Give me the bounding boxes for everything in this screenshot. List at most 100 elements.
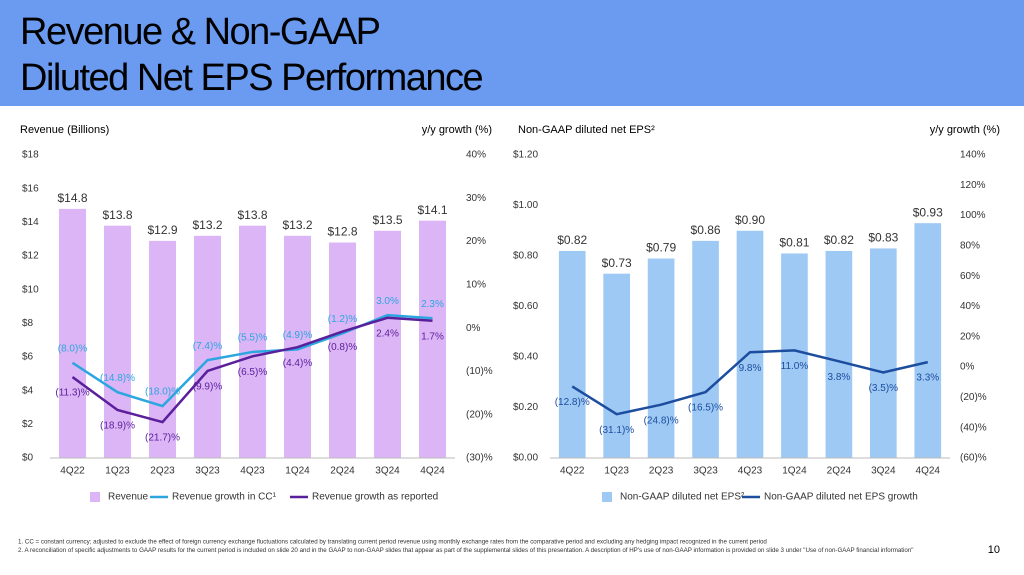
line-value-label: 3.8% — [827, 372, 850, 383]
line-value-label: 3.3% — [916, 373, 939, 384]
y2-tick-label: 20% — [466, 236, 486, 247]
y-tick-label: $2 — [22, 419, 34, 430]
y2-tick-label: 40% — [960, 301, 980, 312]
line-value-label: (3.5)% — [869, 383, 899, 394]
bar-value-label: $0.73 — [602, 256, 632, 270]
line-value-label: (7.4)% — [193, 341, 223, 352]
line-value-label: (31.1)% — [599, 425, 634, 436]
bar — [647, 258, 675, 458]
y2-tick-label: 80% — [960, 241, 980, 252]
y2-tick-label: 20% — [960, 331, 980, 342]
bar — [692, 240, 719, 458]
bar-value-label: $14.1 — [417, 203, 447, 217]
line-value-label: (18.0)% — [145, 387, 180, 398]
y2-tick-label: (30)% — [466, 453, 493, 464]
x-tick-label: 3Q23 — [195, 466, 220, 477]
line-value-label: (4.4)% — [283, 358, 313, 369]
y2-axis-label: y/y growth (%) — [422, 124, 492, 136]
y2-tick-label: (60)% — [960, 453, 987, 464]
line-series — [71, 316, 433, 424]
header-band — [0, 0, 1024, 106]
x-tick-label: 4Q22 — [560, 466, 585, 477]
x-tick-label: 1Q24 — [285, 466, 310, 477]
y2-tick-label: (40)% — [960, 422, 987, 433]
y-tick-label: $10 — [22, 284, 39, 295]
x-tick-label: 2Q24 — [827, 466, 852, 477]
y2-tick-label: (20)% — [960, 392, 987, 403]
line-value-label: (24.8)% — [644, 415, 679, 426]
slide-title: Diluted Net EPS Performance — [20, 57, 483, 99]
x-tick-label: 1Q23 — [604, 466, 629, 477]
line-value-label: 2.4% — [376, 328, 399, 339]
bar-value-label: $0.90 — [735, 213, 765, 227]
y-axis-label: Revenue (Billions) — [20, 124, 109, 136]
y-tick-label: $12 — [22, 251, 39, 262]
bar — [419, 220, 446, 458]
legend-label: Revenue — [108, 492, 148, 503]
line-value-label: (6.5)% — [238, 367, 268, 378]
line-value-label: (11.3)% — [55, 388, 89, 399]
line-value-label: 9.8% — [739, 363, 762, 374]
bar-value-label: $0.82 — [824, 233, 854, 247]
line-value-label: (14.8)% — [100, 373, 135, 384]
line-value-label: (5.5)% — [238, 333, 268, 344]
bar-value-label: $0.82 — [557, 233, 587, 247]
y-tick-label: $4 — [22, 385, 34, 396]
y-tick-label: $0.40 — [513, 352, 538, 363]
y2-tick-label: 120% — [960, 180, 986, 191]
y2-tick-label: 0% — [466, 323, 481, 334]
x-tick-label: 1Q24 — [782, 466, 807, 477]
bar-value-label: $0.93 — [913, 205, 943, 219]
line-series — [571, 349, 929, 416]
y-tick-label: $6 — [22, 352, 34, 363]
x-tick-label: 4Q22 — [60, 466, 85, 477]
footnote-box: 2. A reconciliation of specific adjustme… — [18, 547, 914, 554]
y-tick-label: $0.20 — [513, 402, 538, 413]
bar — [194, 235, 221, 458]
legend-swatch — [602, 492, 612, 502]
x-tick-label: 3Q24 — [375, 466, 400, 477]
bar — [149, 240, 176, 458]
legend-label: Non-GAAP diluted net EPS² — [620, 492, 745, 503]
bar-value-label: $13.8 — [102, 208, 132, 222]
footnote: 2. A reconciliation of specific adjustme… — [18, 547, 914, 554]
legend-label: Non-GAAP diluted net EPS growth — [764, 492, 918, 503]
y2-tick-label: (10)% — [466, 366, 493, 377]
x-tick-label: 3Q24 — [871, 466, 896, 477]
bar-value-label: $12.8 — [327, 225, 357, 239]
legend-label: Revenue growth in CC¹ — [172, 492, 277, 503]
bar-value-label: $13.2 — [192, 218, 222, 232]
y-tick-label: $8 — [22, 318, 34, 329]
bar — [781, 253, 808, 458]
page-number: 10 — [988, 544, 1000, 556]
x-tick-label: 4Q24 — [916, 466, 941, 477]
x-tick-label: 2Q23 — [150, 466, 175, 477]
y2-tick-label: 100% — [960, 210, 986, 221]
line-value-label: 11.0% — [781, 361, 809, 372]
x-tick-label: 2Q23 — [649, 466, 674, 477]
slide-title: Revenue & Non-GAAP — [20, 11, 380, 53]
x-tick-label: 2Q24 — [330, 466, 355, 477]
bar — [914, 223, 942, 458]
y-tick-label: $16 — [22, 183, 39, 194]
line-value-label: 1.7% — [421, 331, 444, 342]
bar-value-label: $12.9 — [147, 223, 177, 237]
legend-swatch — [90, 492, 100, 502]
bar-value-label: $13.8 — [237, 208, 267, 222]
y-tick-label: $18 — [22, 150, 39, 161]
bar — [104, 225, 131, 458]
line-value-label: (0.8)% — [328, 342, 358, 353]
line-value-label: (12.8)% — [555, 397, 590, 408]
line-value-label: (21.7)% — [145, 433, 180, 444]
y-tick-label: $1.20 — [513, 150, 538, 161]
line-value-label: (8.0)% — [58, 343, 88, 354]
y-tick-label: $0.60 — [513, 301, 538, 312]
footnote: 1. CC = constant currency; adjusted to e… — [18, 539, 767, 546]
x-tick-label: 1Q23 — [105, 466, 130, 477]
line-value-label: (9.9)% — [193, 382, 223, 393]
y2-tick-label: 30% — [466, 193, 486, 204]
x-tick-label: 3Q23 — [693, 466, 718, 477]
bar-value-label: $14.8 — [57, 191, 87, 205]
line-value-label: 3.0% — [376, 296, 399, 307]
